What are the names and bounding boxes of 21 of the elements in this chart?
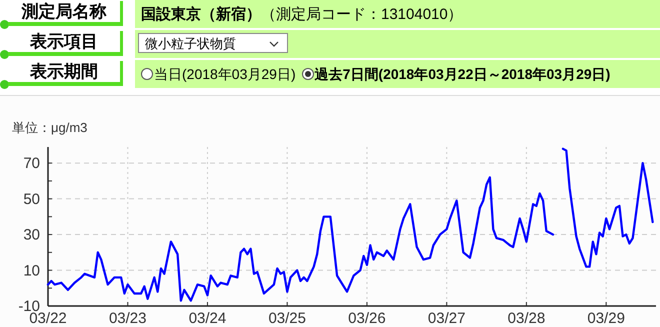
y-axis-title: 単位：μg/m3 [12, 120, 88, 135]
text: 過去7日間(2018年03月22日～2018年03月29日) [314, 66, 610, 82]
y-tick-label: 70 [23, 155, 40, 172]
text: 表示期間 [8, 61, 123, 86]
x-tick-label: 03/29 [587, 310, 625, 327]
y-tick-label: 30 [23, 226, 40, 244]
x-tick-label: 03/28 [508, 310, 546, 327]
text: 表示項目 [8, 31, 123, 56]
x-tick-label: 03/25 [268, 310, 306, 327]
x-tick-label: 03/22 [29, 310, 67, 327]
x-tick-label: 03/23 [108, 310, 147, 327]
x-tick-label: 03/24 [188, 310, 226, 327]
x-tick-label: 03/26 [348, 310, 386, 327]
text: 当日(2018年03月29日) [154, 66, 296, 82]
text: 国設東京（新宿） [141, 6, 261, 23]
text: （測定局コード：13104010） [261, 6, 463, 23]
y-tick-label: 10 [23, 262, 40, 280]
x-tick-label: 03/27 [428, 310, 466, 327]
text: 微小粒子状物質 [145, 36, 236, 51]
y-tick-label: 50 [23, 190, 40, 208]
text: 測定局名称 [8, 1, 123, 26]
